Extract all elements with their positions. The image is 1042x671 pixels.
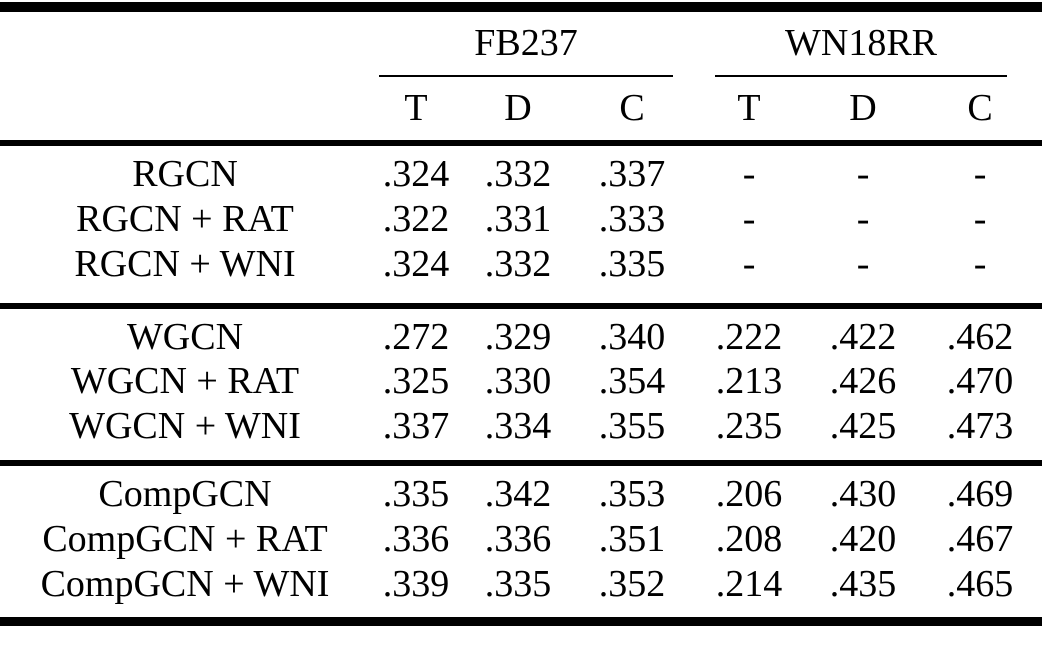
metric-value: - bbox=[742, 197, 756, 240]
metric-value: - bbox=[973, 242, 987, 285]
metric-value: .470 bbox=[946, 360, 1014, 403]
metric-value: .333 bbox=[598, 197, 666, 240]
metric-value: .337 bbox=[598, 153, 666, 195]
metric-value: - bbox=[742, 153, 756, 195]
model-label: CompGCN bbox=[98, 473, 272, 516]
table-row: RGCN .324 .332 .337 - - - bbox=[0, 143, 1042, 196]
metric-value: .322 bbox=[382, 197, 450, 240]
table-row: CompGCN + WNI .339 .335 .352 .214 .435 .… bbox=[0, 562, 1042, 621]
metric-value: .426 bbox=[829, 360, 897, 403]
model-label: CompGCN + WNI bbox=[40, 562, 330, 605]
metric-value: .354 bbox=[598, 360, 666, 403]
metric-value: .272 bbox=[382, 315, 450, 358]
metric-value: .342 bbox=[484, 473, 552, 516]
subcolumn-header-row: T D C T D C bbox=[0, 77, 1042, 143]
column-group-label: FB237 bbox=[474, 21, 578, 64]
subcolumn-header: D bbox=[504, 86, 532, 129]
metric-value: .339 bbox=[382, 562, 450, 605]
model-label: CompGCN + RAT bbox=[42, 518, 328, 561]
subcolumn-header: C bbox=[967, 86, 993, 129]
metric-value: .235 bbox=[715, 405, 783, 448]
metric-value: .435 bbox=[829, 562, 897, 605]
metric-value: .213 bbox=[715, 360, 783, 403]
metric-value: .324 bbox=[382, 153, 450, 195]
metric-value: .331 bbox=[484, 197, 552, 240]
metric-value: - bbox=[856, 197, 870, 240]
column-group-header-row: FB237 WN18RR bbox=[0, 7, 1042, 77]
metric-value: .422 bbox=[829, 315, 897, 358]
model-group-rgcn: RGCN .324 .332 .337 - - - RGCN + RAT .32… bbox=[0, 143, 1042, 306]
metric-value: - bbox=[742, 242, 756, 285]
model-label: WGCN bbox=[126, 315, 244, 358]
metric-value: .335 bbox=[484, 562, 552, 605]
metric-value: .467 bbox=[946, 518, 1014, 561]
cmidrule-wn18rr: WN18RR bbox=[715, 12, 1008, 77]
metric-value: .332 bbox=[484, 242, 552, 285]
column-group-header-wn18rr: WN18RR bbox=[690, 7, 1042, 77]
subcolumn-header: T bbox=[737, 86, 761, 129]
label-column-spacer bbox=[0, 7, 370, 77]
table-row: WGCN + RAT .325 .330 .354 .213 .426 .470 bbox=[0, 358, 1042, 406]
metric-value: .355 bbox=[598, 405, 666, 448]
metric-value: .351 bbox=[598, 518, 666, 561]
model-label: WGCN + RAT bbox=[70, 360, 300, 403]
metric-value: .430 bbox=[829, 473, 897, 516]
metric-value: - bbox=[973, 153, 987, 195]
metric-value: - bbox=[973, 197, 987, 240]
results-table: FB237 WN18RR T D C T D C bbox=[0, 2, 1042, 626]
table-row: WGCN + WNI .337 .334 .355 .235 .425 .473 bbox=[0, 406, 1042, 463]
metric-value: .473 bbox=[946, 405, 1014, 448]
metric-value: .465 bbox=[946, 562, 1014, 605]
table-row: CompGCN + RAT .336 .336 .351 .208 .420 .… bbox=[0, 516, 1042, 564]
metric-value: .206 bbox=[715, 473, 783, 516]
metric-value: .324 bbox=[382, 242, 450, 285]
metric-value: .222 bbox=[715, 315, 783, 358]
metric-value: .353 bbox=[598, 473, 666, 516]
model-label: RGCN + RAT bbox=[76, 197, 294, 240]
metric-value: .335 bbox=[598, 242, 666, 285]
table-row: WGCN .272 .329 .340 .222 .422 .462 bbox=[0, 306, 1042, 359]
subcolumn-header: D bbox=[849, 86, 877, 129]
model-label: RGCN + WNI bbox=[74, 242, 296, 285]
table-row: RGCN + WNI .324 .332 .335 - - - bbox=[0, 242, 1042, 306]
metric-value: .214 bbox=[715, 562, 783, 605]
subcolumn-header: T bbox=[404, 86, 428, 129]
metric-value: .329 bbox=[484, 315, 552, 358]
metric-value: .330 bbox=[484, 360, 552, 403]
metric-value: .469 bbox=[946, 473, 1014, 516]
metric-value: - bbox=[856, 153, 870, 195]
cmidrule-fb237: FB237 bbox=[379, 12, 674, 77]
metric-value: - bbox=[856, 242, 870, 285]
metric-value: .352 bbox=[598, 562, 666, 605]
metric-value: .425 bbox=[829, 405, 897, 448]
table-row: RGCN + RAT .322 .331 .333 - - - bbox=[0, 196, 1042, 244]
metric-value: .336 bbox=[382, 518, 450, 561]
table-header: FB237 WN18RR T D C T D C bbox=[0, 7, 1042, 143]
column-group-label: WN18RR bbox=[785, 21, 938, 64]
column-group-header-fb237: FB237 bbox=[370, 7, 690, 77]
label-column-spacer bbox=[0, 77, 370, 143]
metric-value: .334 bbox=[484, 405, 552, 448]
model-group-compgcn: CompGCN .335 .342 .353 .206 .430 .469 Co… bbox=[0, 463, 1042, 621]
metric-value: .208 bbox=[715, 518, 783, 561]
model-label: WGCN + WNI bbox=[69, 405, 301, 448]
metric-value: .335 bbox=[382, 473, 450, 516]
metric-value: .420 bbox=[829, 518, 897, 561]
model-label: RGCN bbox=[132, 153, 238, 195]
metric-value: .337 bbox=[382, 405, 450, 448]
table-row: CompGCN .335 .342 .353 .206 .430 .469 bbox=[0, 463, 1042, 516]
metric-value: .332 bbox=[484, 153, 552, 195]
model-group-wgcn: WGCN .272 .329 .340 .222 .422 .462 WGCN … bbox=[0, 305, 1042, 464]
metric-value: .340 bbox=[598, 315, 666, 358]
metric-value: .336 bbox=[484, 518, 552, 561]
metric-value: .325 bbox=[382, 360, 450, 403]
metric-value: .462 bbox=[946, 315, 1014, 358]
subcolumn-header: C bbox=[619, 86, 645, 129]
